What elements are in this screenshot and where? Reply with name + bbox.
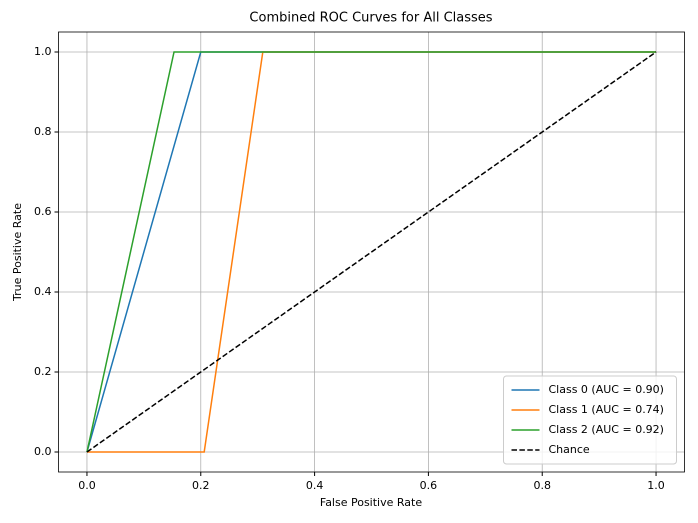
roc-line bbox=[86, 51, 657, 453]
y-tick-label: 0.8 bbox=[34, 125, 52, 138]
x-tick-label: 0.0 bbox=[78, 479, 96, 492]
y-axis-label: True Positive Rate bbox=[11, 203, 24, 302]
legend-label: Class 2 (AUC = 0.92) bbox=[549, 423, 664, 436]
x-tick-label: 1.0 bbox=[647, 479, 665, 492]
y-tick-label: 0.2 bbox=[34, 365, 52, 378]
roc-line bbox=[86, 51, 657, 453]
legend-label: Chance bbox=[549, 443, 590, 456]
y-tick-label: 0.6 bbox=[34, 205, 52, 218]
y-tick-label: 0.0 bbox=[34, 445, 52, 458]
x-tick-label: 0.4 bbox=[306, 479, 324, 492]
x-axis-label: False Positive Rate bbox=[320, 496, 422, 509]
plot-frame bbox=[58, 31, 685, 473]
legend-box bbox=[503, 375, 677, 465]
chart-title: Combined ROC Curves for All Classes bbox=[249, 11, 492, 26]
y-tick-label: 0.4 bbox=[34, 285, 52, 298]
legend-label: Class 1 (AUC = 0.74) bbox=[549, 403, 664, 416]
legend-label: Class 0 (AUC = 0.90) bbox=[549, 383, 664, 396]
y-tick-label: 1.0 bbox=[34, 45, 52, 58]
x-tick-label: 0.6 bbox=[420, 479, 438, 492]
x-tick-label: 0.2 bbox=[192, 479, 210, 492]
x-tick-label: 0.8 bbox=[533, 479, 551, 492]
